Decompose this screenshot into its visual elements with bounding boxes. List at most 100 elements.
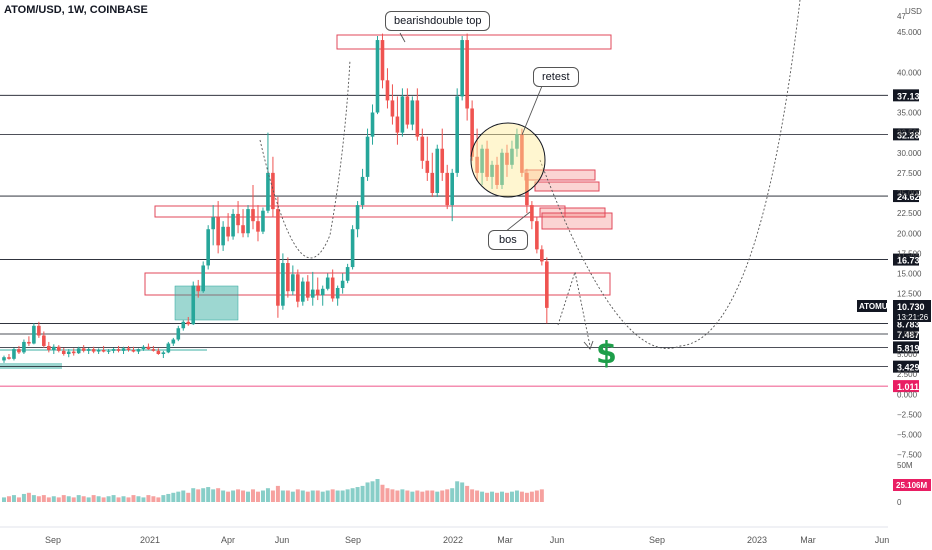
volume-bar: [191, 488, 196, 502]
candle-body: [410, 100, 415, 125]
candle-body: [66, 351, 71, 354]
candle-body: [106, 350, 111, 352]
candle-body: [505, 152, 509, 165]
volume-bar: [465, 485, 470, 502]
volume-bar: [56, 497, 61, 502]
candle-body: [515, 134, 519, 149]
time-tick-label: Jun: [875, 535, 890, 545]
candle-body: [330, 277, 335, 299]
supply-zone: [154, 205, 566, 218]
projection-path-2: [539, 0, 801, 349]
volume-bar: [106, 496, 111, 502]
bos-annotation[interactable]: bos: [488, 230, 528, 250]
demand-zone: [0, 363, 62, 369]
candle-body: [76, 348, 81, 354]
time-tick-label: Apr: [221, 535, 235, 545]
candle-body: [86, 349, 91, 351]
level-label: 7.487: [897, 330, 920, 340]
candle-body: [305, 281, 310, 298]
price-tick-label: 5.000: [897, 350, 918, 359]
candle-body: [495, 164, 499, 185]
volume-bar: [360, 485, 365, 502]
candle-body: [420, 136, 425, 161]
candle-body: [121, 348, 126, 351]
candle-body: [540, 249, 544, 262]
level-label: 8.783: [897, 320, 920, 330]
volume-bar: [101, 497, 106, 502]
candle-body: [251, 209, 255, 222]
candle-body: [545, 261, 549, 308]
dollar-target-icon: $: [596, 336, 617, 371]
volume-bar: [21, 493, 26, 502]
time-tick-label: Mar: [800, 535, 816, 545]
volume-bar: [380, 484, 385, 502]
volume-bar: [206, 487, 211, 502]
candle-body: [435, 148, 440, 193]
candle-body: [161, 352, 166, 354]
volume-bar: [81, 496, 86, 502]
candle-body: [520, 134, 524, 173]
time-tick-label: Jun: [550, 535, 565, 545]
candle-body: [116, 349, 121, 351]
retest-annotation[interactable]: retest: [533, 67, 579, 87]
price-tick-label: 27.500: [897, 169, 922, 178]
candle-body: [61, 350, 66, 354]
candle-body: [236, 213, 240, 226]
double-top-annotation[interactable]: bearishdouble top: [385, 11, 491, 31]
volume-bar: [375, 479, 380, 502]
projection-arrow: [583, 340, 594, 350]
volume-bar: [504, 492, 509, 502]
last-price-name: ATOMUSD: [859, 302, 899, 311]
price-tick-label: 32.500: [897, 129, 922, 138]
volume-bar: [450, 488, 455, 502]
volume-bar: [11, 495, 16, 502]
retest-circle: [470, 122, 546, 198]
candle-body: [400, 96, 405, 133]
volume-bar: [260, 490, 265, 502]
candle-body: [370, 112, 375, 137]
volume-bar: [255, 491, 260, 502]
volume-bar: [246, 491, 251, 502]
volume-bar: [305, 491, 310, 502]
candle-body: [101, 349, 106, 352]
level-label: 16.730: [897, 256, 925, 266]
level-label: 1.011: [897, 382, 919, 392]
volume-bar: [141, 497, 146, 502]
demand-zone: [174, 285, 239, 321]
price-tick-label: 15.000: [897, 270, 922, 279]
supply-zone: [524, 169, 596, 181]
candle-body: [171, 339, 176, 344]
volume-bar: [410, 491, 415, 502]
candle-body: [17, 349, 21, 353]
time-tick-label: 2021: [140, 535, 160, 545]
candle-body: [241, 225, 245, 234]
price-tick-label: 0.000: [897, 390, 918, 399]
candle-body: [475, 156, 479, 173]
candle-body: [525, 172, 529, 206]
volume-series: [2, 479, 544, 502]
level-label: 37.132: [897, 91, 925, 101]
price-tick-label: −7.500: [897, 451, 922, 460]
price-tick-label: 22.500: [897, 209, 922, 218]
price-tick-label: −2.500: [897, 410, 922, 419]
candle-body: [56, 346, 61, 351]
candle-body: [266, 172, 270, 211]
volume-bar: [126, 497, 131, 502]
candle-body: [375, 40, 380, 113]
volume-bar: [420, 491, 425, 502]
candle-body: [156, 350, 161, 354]
candle-body: [405, 96, 410, 125]
volume-bar: [430, 490, 435, 502]
volume-current-bg: [893, 479, 931, 491]
candle-body: [490, 164, 494, 177]
candle-body: [216, 217, 220, 246]
candle-body: [42, 335, 46, 346]
candle-body: [510, 148, 514, 165]
volume-bar: [151, 496, 156, 502]
volume-bar: [156, 497, 161, 502]
volume-bar: [345, 489, 350, 502]
supply-zone: [144, 272, 611, 296]
callout-pointer: [399, 32, 406, 43]
volume-bar: [76, 495, 81, 502]
